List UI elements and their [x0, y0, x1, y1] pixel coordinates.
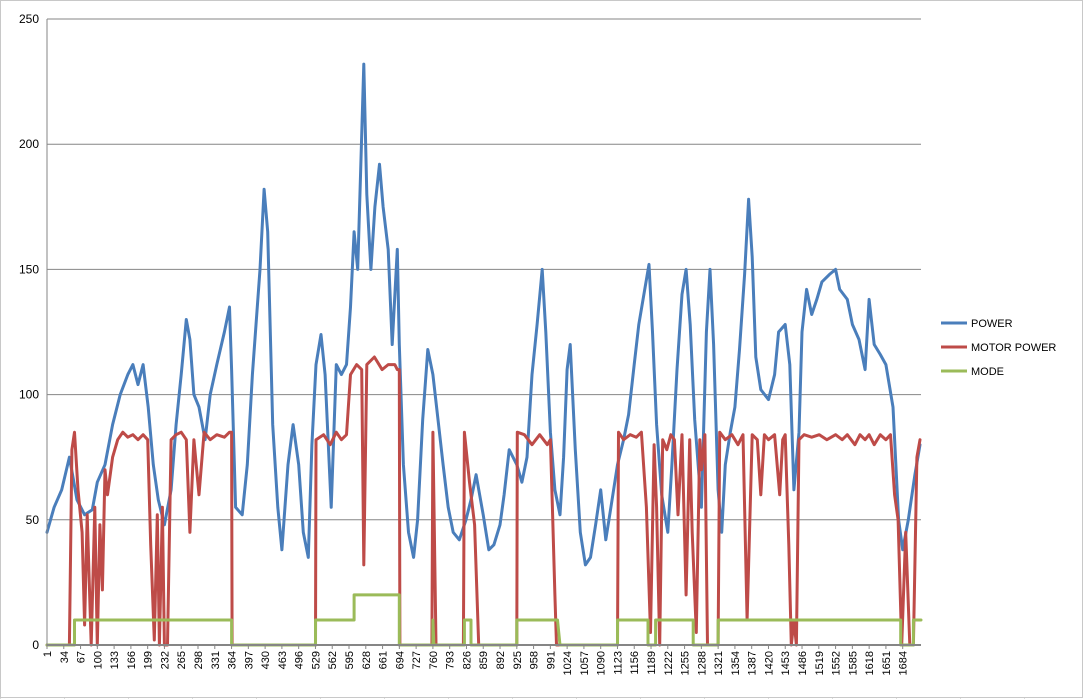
x-tick-label: 529 [310, 651, 322, 669]
y-tick-label: 50 [26, 513, 40, 527]
x-tick-label: 496 [294, 651, 306, 669]
x-tick-label: 430 [260, 651, 272, 669]
x-tick-label: 1189 [646, 651, 658, 675]
x-tick-label: 1486 [797, 651, 809, 675]
x-tick-label: 661 [378, 651, 390, 669]
x-tick-label: 1222 [663, 651, 675, 675]
x-tick-label: 364 [227, 651, 239, 669]
y-tick-label: 150 [19, 262, 39, 276]
x-tick-label: 694 [394, 651, 406, 669]
x-tick-label: 331 [210, 651, 222, 669]
y-axis: 0 50 100 150 200 250 [19, 12, 48, 652]
x-tick-label: 562 [327, 651, 339, 669]
x-tick-label: 265 [176, 651, 188, 669]
x-tick-label: 1618 [864, 651, 876, 675]
x-tick-label: 991 [545, 651, 557, 669]
x-tick-label: 67 [76, 651, 88, 663]
y-tick-label: 0 [32, 638, 39, 652]
x-tick-label: 199 [143, 651, 155, 669]
x-tick-label: 1651 [881, 651, 893, 675]
series-lines [45, 62, 923, 647]
y-tick-label: 100 [19, 388, 39, 402]
x-tick-label: 1288 [696, 651, 708, 675]
x-tick-label: 727 [411, 651, 423, 669]
x-axis: 1 34 67 100 133 166 199 232 265 298 331 364 397 430 46… [42, 644, 921, 675]
x-tick-label: 595 [344, 651, 356, 669]
legend: POWER MOTOR POWER MODE [941, 318, 1056, 378]
x-tick-label: 859 [478, 651, 490, 669]
x-tick-label: 1420 [763, 651, 775, 675]
x-tick-label: 1684 [898, 651, 910, 675]
x-tick-label: 1354 [730, 651, 742, 675]
x-tick-label: 133 [109, 651, 121, 669]
x-tick-label: 892 [495, 651, 507, 669]
x-tick-label: 1024 [562, 651, 574, 675]
x-tick-label: 232 [159, 651, 171, 669]
x-tick-label: 1321 [713, 651, 725, 675]
x-tick-label: 298 [193, 651, 205, 669]
legend-label: POWER [971, 318, 1013, 330]
x-tick-label: 397 [243, 651, 255, 669]
legend-label: MODE [971, 366, 1004, 378]
x-tick-label: 1519 [814, 651, 826, 675]
x-tick-label: 1453 [780, 651, 792, 675]
x-tick-label: 166 [126, 651, 138, 669]
x-tick-label: 925 [512, 651, 524, 669]
series-line-power [45, 62, 922, 567]
x-tick-label: 760 [428, 651, 440, 669]
x-tick-label: 628 [361, 651, 373, 669]
x-tick-label: 1156 [629, 651, 641, 675]
x-tick-label: 1057 [579, 651, 591, 675]
x-tick-label: 1387 [747, 651, 759, 675]
x-tick-label: 1552 [831, 651, 843, 675]
x-tick-label: 1585 [847, 651, 859, 675]
x-tick-label: 100 [92, 651, 104, 669]
x-tick-label: 826 [461, 651, 473, 669]
series-line-motor-power [45, 355, 922, 647]
y-tick-label: 200 [19, 137, 39, 151]
x-tick-label: 958 [529, 651, 541, 669]
x-tick-label: 34 [59, 651, 71, 663]
x-tick-label: 463 [277, 651, 289, 669]
x-tick-label: 1 [42, 651, 54, 657]
legend-label: MOTOR POWER [971, 342, 1056, 354]
x-tick-label: 1090 [596, 651, 608, 675]
x-tick-label: 1255 [680, 651, 692, 675]
x-tick-label: 1123 [612, 651, 624, 675]
x-tick-label: 793 [445, 651, 457, 669]
y-tick-label: 250 [19, 12, 39, 26]
